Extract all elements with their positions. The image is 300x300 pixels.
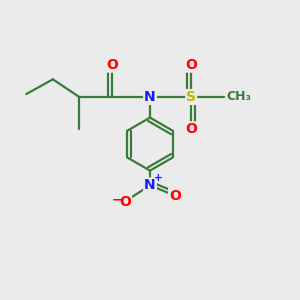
Text: N: N: [144, 178, 156, 192]
Text: O: O: [106, 58, 118, 72]
Text: N: N: [144, 90, 156, 104]
Text: +: +: [154, 173, 163, 183]
Text: CH₃: CH₃: [226, 91, 252, 103]
Text: O: O: [169, 189, 181, 202]
Text: −: −: [112, 194, 122, 207]
Text: O: O: [185, 122, 197, 136]
Text: O: O: [185, 58, 197, 72]
Text: S: S: [186, 90, 196, 104]
Text: O: O: [119, 194, 131, 208]
